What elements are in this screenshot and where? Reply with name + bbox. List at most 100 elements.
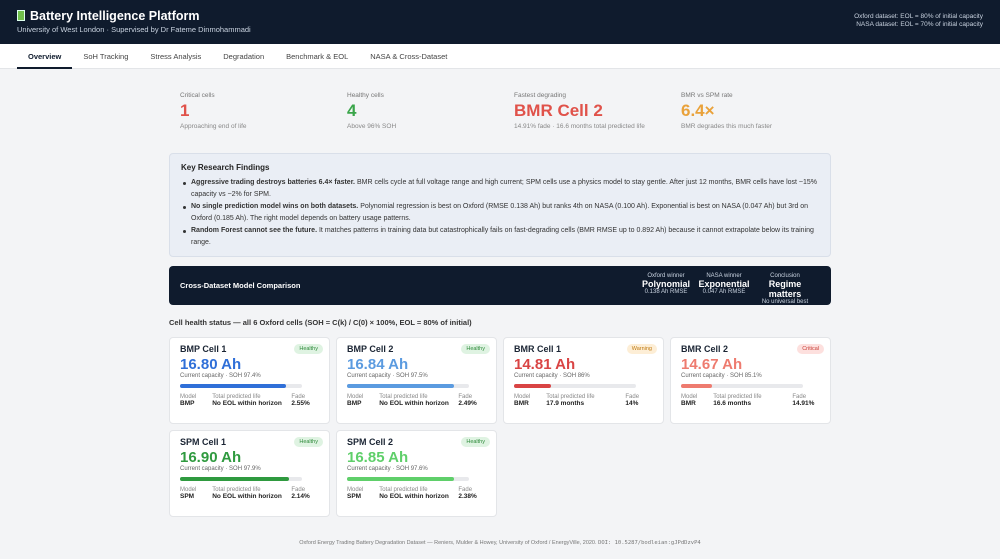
fade-label: Fade: [458, 394, 473, 400]
cell-name: BMR Cell 2: [681, 344, 729, 354]
soh-bar: [180, 477, 290, 481]
kpi-label: Healthy cells: [347, 92, 384, 99]
header: Battery Intelligence Platform University…: [0, 0, 1000, 44]
kpi-note: 14.91% fade · 16.6 months total predicte…: [514, 123, 645, 130]
stat-label: Oxford winner: [647, 273, 685, 279]
soh-bar: [347, 477, 455, 481]
kpi-label: BMR vs SPM rate: [681, 92, 733, 99]
tab[interactable]: Stress Analysis: [150, 52, 202, 61]
status-badge: Healthy: [294, 437, 323, 447]
capacity: 14.67 Ah: [681, 356, 743, 373]
finding: Aggressive trading destroys batteries 6.…: [181, 177, 819, 201]
fade-stat: Fade 14.91%: [792, 394, 820, 407]
status-badge: Healthy: [461, 344, 490, 354]
model-value: BMR: [514, 400, 529, 407]
fade-stat: Fade 2.55%: [291, 394, 319, 407]
soh-track: [180, 477, 302, 481]
cell-name: SPM Cell 1: [180, 437, 227, 447]
life-stat: Total predicted life No EOL within horizo…: [379, 394, 458, 407]
model-value: BMP: [347, 400, 362, 407]
kpi-value: 4: [347, 101, 357, 120]
fade-label: Fade: [792, 394, 807, 400]
tab[interactable]: Degradation: [223, 52, 265, 61]
capacity-caption: Current capacity · SOH 86%: [514, 373, 590, 379]
life-value: 17.9 months: [546, 400, 585, 407]
bullet: [183, 206, 186, 209]
model-label: Model: [514, 394, 531, 400]
model-stat: Model SPM: [347, 487, 379, 500]
stat-label: Conclusion: [770, 273, 800, 279]
stats-row: Model BMR Total predicted life 17.9 months F…: [514, 394, 653, 407]
life-stat: Total predicted life No EOL within horizo…: [212, 487, 291, 500]
capacity-caption: Current capacity · SOH 97.9%: [180, 466, 261, 472]
fade-value: 14.91%: [792, 400, 815, 407]
model-label: Model: [347, 394, 364, 400]
cells-heading: Cell health status — all 6 Oxford cells …: [169, 318, 472, 327]
tab[interactable]: Overview: [17, 44, 73, 69]
fade-label: Fade: [458, 487, 473, 493]
capacity-caption: Current capacity · SOH 85.1%: [681, 373, 762, 379]
cell-card: BMR Cell 2 Critical 14.67 Ah Current capaci…: [670, 337, 831, 424]
bullet: [183, 230, 186, 233]
fade-value: 2.55%: [291, 400, 310, 407]
tab[interactable]: SoH Tracking: [83, 52, 129, 61]
status-badge: Healthy: [461, 437, 490, 447]
cell-name: BMP Cell 1: [180, 344, 227, 354]
life-value: No EOL within horizon: [379, 400, 449, 407]
title-row: Battery Intelligence Platform: [17, 9, 200, 23]
soh-bar: [180, 384, 287, 388]
soh-bar: [681, 384, 713, 388]
stat: NASA winner Exponential 0.047 Ah RMSE: [693, 273, 755, 295]
stat-note: 0.047 Ah RMSE: [702, 289, 746, 295]
soh-track: [347, 384, 469, 388]
kpi-card: Fastest degrading BMR Cell 2 14.91% fade ·…: [514, 92, 674, 130]
fade-stat: Fade 2.14%: [291, 487, 319, 500]
capacity: 16.84 Ah: [347, 356, 409, 373]
life-value: 16.6 months: [713, 400, 752, 407]
caption: Current capacity: [514, 373, 558, 379]
model-label: Model: [681, 394, 698, 400]
cell-name: BMR Cell 1: [514, 344, 562, 354]
stats-row: Model SPM Total predicted life No EOL withi…: [347, 487, 486, 500]
cell-card: SPM Cell 2 Healthy 16.85 Ah Current capacit…: [336, 430, 497, 517]
fade-value: 2.38%: [458, 493, 477, 500]
model-label: Model: [347, 487, 364, 493]
model-stat: Model BMR: [681, 394, 713, 407]
comparison-banner: Cross-Dataset Model Comparison Oxford wi…: [169, 266, 831, 305]
status-badge: Warning: [626, 344, 657, 354]
soh-track: [514, 384, 636, 388]
kpi-card: BMR vs SPM rate 6.4× BMR degrades this muc…: [681, 92, 841, 130]
life-label: Total predicted life: [212, 487, 261, 493]
stat-note: 0.138 Ah RMSE: [644, 289, 688, 295]
soh-bar: [514, 384, 551, 388]
capacity: 14.81 Ah: [514, 356, 576, 373]
finding: Random Forest cannot see the future. It …: [181, 225, 819, 249]
cell-card: BMR Cell 1 Warning 14.81 Ah Current capacit…: [503, 337, 664, 424]
findings-title: Key Research Findings: [181, 163, 270, 172]
tab[interactable]: NASA & Cross-Dataset: [370, 52, 448, 61]
soh: SOH 97.6%: [396, 466, 428, 472]
model-value: BMR: [681, 400, 696, 407]
life-label: Total predicted life: [212, 394, 261, 400]
cell-name: SPM Cell 2: [347, 437, 394, 447]
life-stat: Total predicted life No EOL within horizo…: [379, 487, 458, 500]
soh: SOH 86%: [563, 373, 590, 379]
soh: SOH 85.1%: [730, 373, 762, 379]
life-value: No EOL within horizon: [212, 400, 282, 407]
life-stat: Total predicted life 17.9 months: [546, 394, 625, 407]
footer: Oxford Energy Trading Battery Degradatio…: [0, 540, 1000, 546]
tab[interactable]: Benchmark & EOL: [286, 52, 349, 61]
stat-value: Exponential: [698, 279, 750, 289]
kpi-label: Critical cells: [180, 92, 215, 99]
app-title: Battery Intelligence Platform: [30, 9, 200, 23]
finding: No single prediction model wins on both …: [181, 201, 819, 225]
stats-row: Model SPM Total predicted life No EOL withi…: [180, 487, 319, 500]
model-stat: Model BMP: [347, 394, 379, 407]
finding-text: It matches patterns in training data but…: [191, 227, 814, 246]
fade-label: Fade: [291, 394, 306, 400]
doi: DOI: 10.5287/bodleian:gJPdDzvP4: [598, 540, 701, 546]
stats-row: Model BMR Total predicted life 16.6 months F…: [681, 394, 820, 407]
caption: Current capacity: [347, 373, 391, 379]
model-label: Model: [180, 394, 197, 400]
